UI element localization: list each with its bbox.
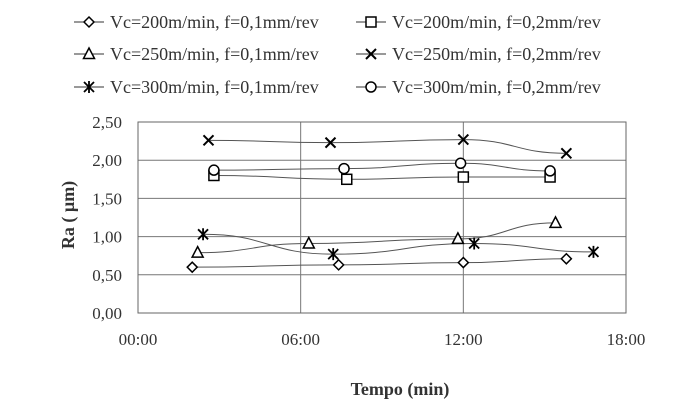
- legend-item-2: Vc=200m/min, f=0,2mm/rev: [356, 12, 601, 32]
- legend-label: Vc=300m/min, f=0,2mm/rev: [392, 77, 601, 97]
- x-tick-label: 06:00: [281, 330, 320, 349]
- series-line-1: [192, 258, 567, 268]
- data-point-series-6: [338, 162, 350, 175]
- data-point-series-3: [302, 235, 316, 249]
- data-point-series-4: [324, 136, 337, 149]
- legend-item-6: Vc=300m/min, f=0,2mm/rev: [356, 77, 601, 97]
- legend-item-5: Vc=300m/min, f=0,1mm/rev: [74, 77, 319, 97]
- legend-item-4: Vc=250m/min, f=0,2mm/rev: [356, 44, 601, 64]
- series-line-3: [197, 222, 556, 254]
- x-axis-label: Tempo (min): [351, 379, 450, 400]
- series-markers: [186, 133, 600, 274]
- legend-marker: [82, 46, 96, 60]
- data-point-series-4: [560, 147, 573, 160]
- y-tick-label: 0,00: [92, 304, 122, 323]
- legend-label: Vc=250m/min, f=0,1mm/rev: [110, 44, 319, 64]
- data-point-series-5: [587, 245, 600, 258]
- legend-label: Vc=200m/min, f=0,1mm/rev: [110, 12, 319, 32]
- y-tick-label: 2,50: [92, 113, 122, 132]
- series-line-4: [208, 139, 567, 154]
- data-point-series-6: [544, 165, 556, 177]
- legend-marker: [365, 48, 377, 60]
- legend-marker: [365, 81, 377, 93]
- y-tick-label: 2,00: [92, 151, 122, 170]
- legend: Vc=200m/min, f=0,1mm/rev Vc=200m/min, f=0…: [74, 12, 601, 97]
- x-tick-label: 18:00: [607, 330, 646, 349]
- data-point-series-3: [548, 215, 563, 229]
- data-point-series-3: [190, 245, 205, 258]
- data-point-series-3: [451, 231, 465, 245]
- y-axis-label: Ra ( µm): [58, 181, 79, 249]
- data-point-series-1: [560, 252, 573, 265]
- series-lines: [192, 139, 594, 268]
- plot-frame: [137, 121, 627, 314]
- series-line-2: [213, 174, 551, 180]
- data-point-series-1: [457, 256, 470, 269]
- x-tick-label: 00:00: [119, 330, 158, 349]
- legend-marker: [83, 81, 95, 93]
- legend-item-3: Vc=250m/min, f=0,1mm/rev: [74, 44, 319, 64]
- data-point-series-2: [341, 173, 353, 186]
- series-line-6: [213, 162, 551, 172]
- legend-label: Vc=250m/min, f=0,2mm/rev: [392, 44, 601, 64]
- data-point-series-1: [186, 261, 199, 274]
- x-tick-labels: 00:00 06:00 12:00 18:00: [119, 330, 646, 349]
- y-tick-labels: 0,00 0,50 1,00 1,50 2,00 2,50: [92, 113, 122, 323]
- data-point-series-5: [468, 237, 480, 250]
- data-point-series-6: [454, 157, 467, 170]
- data-point-series-6: [208, 164, 220, 176]
- data-point-series-2: [457, 171, 470, 183]
- legend-item-1: Vc=200m/min, f=0,1mm/rev: [74, 12, 319, 32]
- data-point-series-4: [457, 133, 470, 146]
- y-tick-label: 1,00: [92, 228, 122, 247]
- x-tick-label: 12:00: [444, 330, 483, 349]
- series-line-5: [203, 233, 594, 255]
- legend-label: Vc=300m/min, f=0,1mm/rev: [110, 77, 319, 97]
- data-point-series-4: [202, 134, 215, 147]
- y-tick-label: 0,50: [92, 266, 122, 285]
- legend-marker: [82, 15, 96, 29]
- y-tick-label: 1,50: [92, 189, 122, 208]
- legend-label: Vc=200m/min, f=0,2mm/rev: [392, 12, 601, 32]
- data-point-series-5: [327, 248, 339, 261]
- data-point-series-5: [197, 228, 209, 241]
- legend-marker: [365, 16, 377, 28]
- data-point-series-1: [332, 258, 345, 271]
